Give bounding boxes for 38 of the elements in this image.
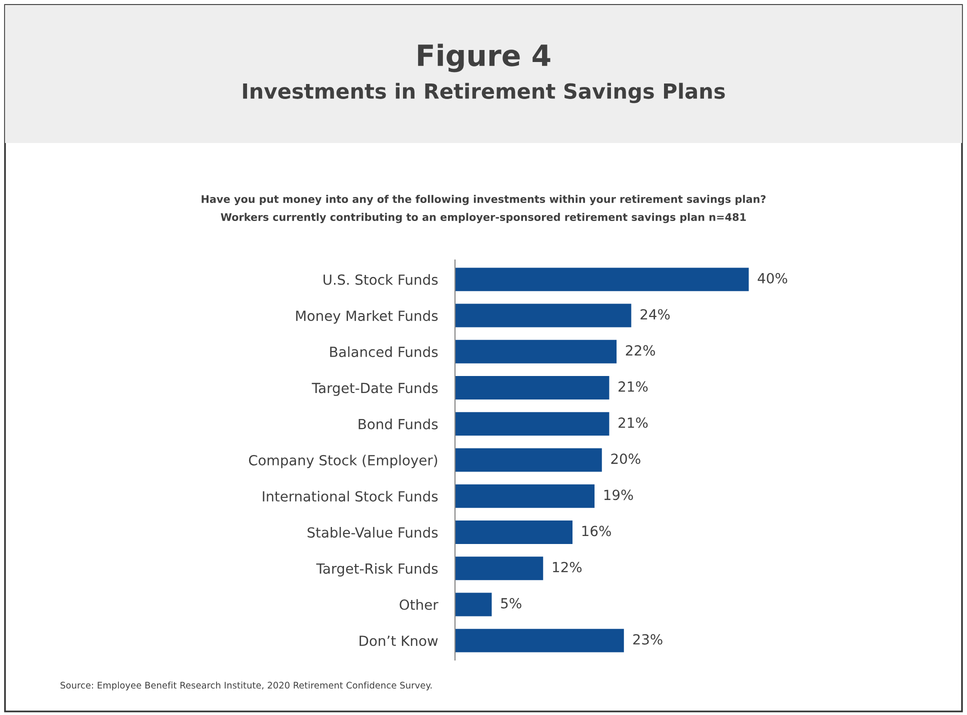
data-label: 16% [582, 526, 611, 536]
data-label: 24% [640, 309, 670, 320]
y-tick-label: Target-Risk Funds [316, 563, 438, 577]
y-tick-label: U.S. Stock Funds [324, 274, 438, 285]
data-label: 40% [758, 272, 788, 284]
text: Workers currently contributing to an employer-sponsored retirement savings plan n=481 [220, 212, 746, 224]
data-label: 21% [618, 417, 648, 428]
bar [455, 628, 624, 652]
y-tick-label: Bond Funds [358, 418, 438, 430]
bar [455, 592, 492, 616]
bar [455, 484, 595, 508]
data-label: 22% [626, 345, 655, 356]
data-label: 21% [618, 381, 648, 392]
chart-subtitle: Investments in Retirement Savings Plans [243, 82, 725, 104]
bar [455, 268, 749, 292]
bar [455, 448, 602, 472]
data-label: 20% [611, 454, 640, 464]
bar [455, 304, 632, 328]
y-tick-label: Money Market Funds [296, 310, 438, 324]
y-tick-label: Company Stock (Employer) [248, 454, 438, 468]
y-tick-label: Target-Date Funds [312, 382, 438, 396]
text: Have you put money into any of the following investments within your retirement savings plan? [202, 194, 766, 206]
data-label: 12% [552, 562, 582, 572]
bar [455, 556, 544, 580]
y-tick-label: Don’t Know [360, 636, 438, 646]
bar [455, 376, 610, 400]
bar [455, 520, 572, 544]
data-label: 19% [604, 490, 633, 500]
data-label: 5% [501, 598, 522, 608]
y-tick-label: Balanced Funds [330, 346, 438, 358]
y-tick-label: Other [400, 599, 438, 610]
bar [455, 340, 617, 364]
source-note: Source: Employee Benefit Research Institute, 2020 Retirement Confidence Survey. [60, 682, 432, 690]
data-label: 23% [633, 634, 662, 645]
y-tick-label: International Stock Funds [262, 490, 438, 502]
bar [455, 412, 610, 436]
y-tick-label: Stable-Value Funds [308, 526, 438, 538]
chart-title: Figure 4 [418, 44, 550, 72]
